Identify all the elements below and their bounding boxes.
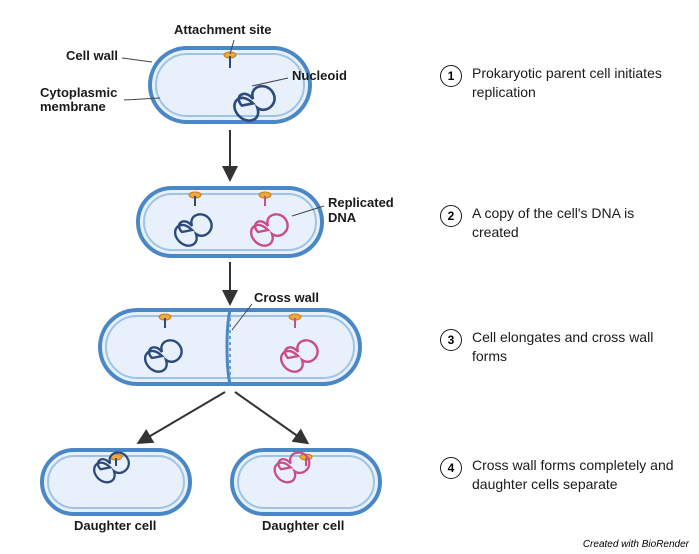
label-nucleoid: Nucleoid [292,68,347,83]
stage3-cell [100,310,360,384]
step-2: 2 A copy of the cell's DNA is created [440,204,680,242]
stage4-cell-right [232,450,380,514]
step-1: 1 Prokaryotic parent cell initiates repl… [440,64,680,102]
step-3: 3 Cell elongates and cross wall forms [440,328,680,366]
label-replicated-dna: ReplicatedDNA [328,196,394,226]
step-2-text: A copy of the cell's DNA is created [472,204,680,242]
label-cytoplasmic-membrane: Cytoplasmicmembrane [40,86,117,115]
stage1-cell [150,48,310,122]
step-4-text: Cross wall forms completely and daughter… [472,456,680,494]
label-daughter-right: Daughter cell [262,518,344,533]
step-4: 4 Cross wall forms completely and daught… [440,456,680,494]
stage4-cell-left [42,450,190,514]
step-2-num: 2 [440,205,462,227]
step-1-text: Prokaryotic parent cell initiates replic… [472,64,680,102]
label-attachment-site: Attachment site [174,22,272,37]
stage2-cell [138,188,322,256]
credit-text: Created with BioRender [583,539,689,550]
binary-fission-diagram: Attachment site Cell wall Cytoplasmicmem… [0,0,699,554]
step-4-num: 4 [440,457,462,479]
label-replicated-dna-text: ReplicatedDNA [328,195,394,225]
label-daughter-left: Daughter cell [74,518,156,533]
label-cytoplasmic-membrane-text: Cytoplasmicmembrane [40,85,117,114]
label-cell-wall: Cell wall [66,48,118,63]
step-3-text: Cell elongates and cross wall forms [472,328,680,366]
step-3-num: 3 [440,329,462,351]
label-cross-wall: Cross wall [254,290,319,305]
step-1-num: 1 [440,65,462,87]
